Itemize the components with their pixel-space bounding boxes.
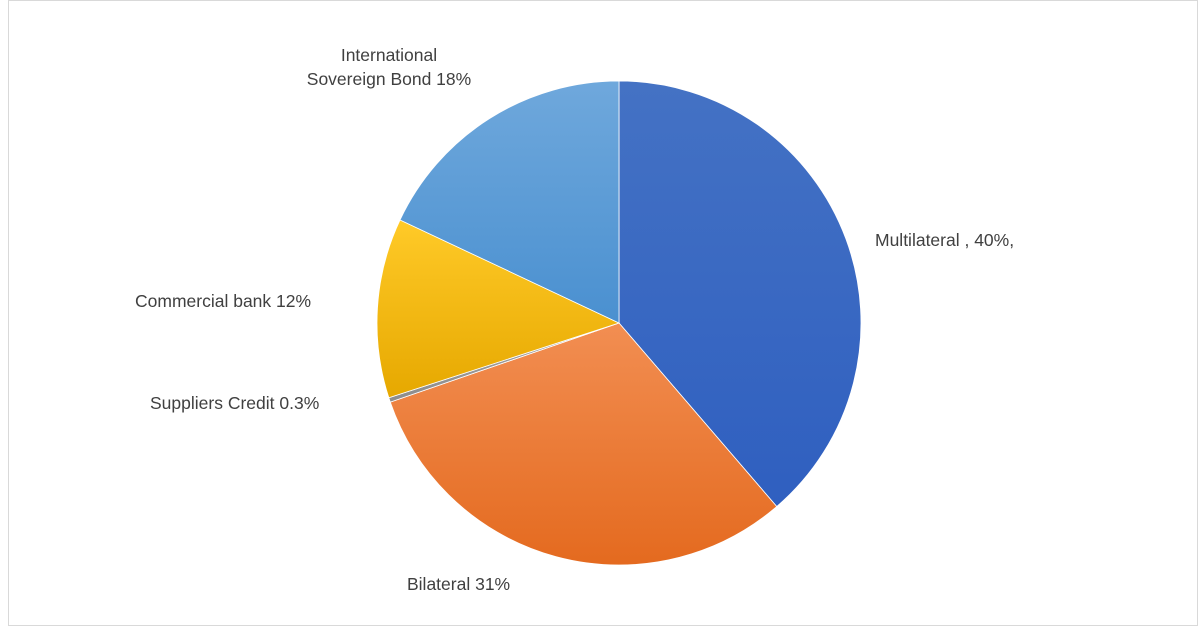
- pie-label-line: Commercial bank 12%: [135, 291, 311, 311]
- pie-label-line: Multilateral , 40%,: [875, 230, 1014, 250]
- pie-label-line: Bilateral 31%: [407, 574, 510, 594]
- pie-label-commercial-bank: Commercial bank 12%: [135, 291, 311, 311]
- pie-label-suppliers-credit: Suppliers Credit 0.3%: [150, 393, 319, 413]
- pie-chart: Multilateral , 40%, Bilateral 31% Supplier…: [135, 45, 1014, 594]
- pie-label-line: International: [341, 45, 437, 65]
- pie-slice-international-sovereign-bond: [399, 80, 620, 324]
- pie-label-international-sovereign-bond: International Sovereign Bond 18%: [307, 45, 471, 89]
- pie-slice-bilateral: [389, 322, 778, 566]
- pie-slice-commercial-bank: [376, 219, 621, 399]
- pie-label-bilateral: Bilateral 31%: [407, 574, 510, 594]
- pie-labels: Multilateral , 40%, Bilateral 31% Supplier…: [135, 45, 1014, 594]
- pie-slices: [376, 80, 862, 566]
- pie-label-line: Sovereign Bond 18%: [307, 69, 471, 89]
- pie-label-multilateral: Multilateral , 40%,: [875, 230, 1014, 250]
- chart-frame: Multilateral , 40%, Bilateral 31% Supplier…: [8, 0, 1198, 626]
- pie-slice-multilateral: [618, 80, 862, 508]
- pie-label-line: Suppliers Credit 0.3%: [150, 393, 319, 413]
